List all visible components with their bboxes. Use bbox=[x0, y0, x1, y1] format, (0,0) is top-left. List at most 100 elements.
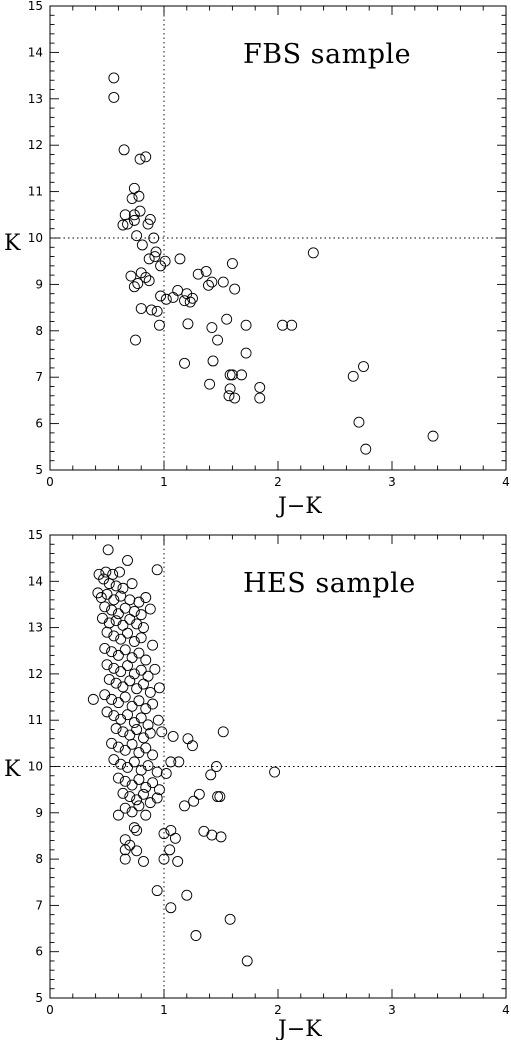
fbs-data-point bbox=[174, 253, 186, 265]
hes-data-point bbox=[106, 737, 118, 749]
hes-data-point bbox=[101, 626, 113, 638]
hes-y-tick-label: 5 bbox=[35, 991, 43, 1005]
fbs-data-point bbox=[148, 232, 160, 244]
hes-data-point bbox=[138, 732, 149, 744]
hes-data-point bbox=[112, 741, 124, 753]
hes-data-point bbox=[110, 723, 122, 734]
hes-data-point bbox=[138, 622, 149, 634]
hes-data-point bbox=[106, 646, 118, 658]
fbs-data-point bbox=[142, 218, 154, 230]
hes-data-point bbox=[99, 689, 111, 701]
hes-plot-frame bbox=[49, 534, 507, 999]
hes-data-point bbox=[133, 647, 145, 659]
fbs-data-point bbox=[153, 319, 165, 331]
fbs-data-point bbox=[204, 378, 216, 390]
hes-data-point bbox=[144, 686, 156, 698]
fbs-x-axis-label: J−K bbox=[276, 494, 322, 519]
hes-data-point bbox=[131, 845, 143, 857]
hes-data-point bbox=[140, 781, 152, 793]
hes-x-tick-label: 3 bbox=[388, 1003, 396, 1017]
fbs-data-point bbox=[203, 279, 214, 291]
fbs-y-tick-label: 5 bbox=[35, 463, 43, 477]
hes-data-point bbox=[160, 767, 172, 779]
hes-data-point bbox=[156, 726, 168, 738]
hes-data-point bbox=[198, 825, 210, 837]
hes-data-point bbox=[135, 664, 147, 676]
hes-data-point bbox=[151, 766, 163, 778]
hes-data-point bbox=[158, 828, 170, 840]
fbs-data-point bbox=[212, 334, 224, 346]
hes-data-point bbox=[131, 618, 143, 630]
hes-data-point bbox=[133, 596, 145, 608]
hes-data-point bbox=[131, 794, 143, 806]
fbs-data-point bbox=[128, 214, 140, 226]
hes-data-point bbox=[193, 788, 205, 800]
fbs-data-point bbox=[126, 193, 138, 205]
fbs-data-point bbox=[133, 190, 145, 202]
fbs-data-point bbox=[347, 370, 359, 382]
fbs-data-point bbox=[254, 392, 266, 404]
hes-data-point bbox=[101, 659, 113, 671]
hes-y-tick-label: 12 bbox=[28, 667, 43, 681]
hes-data-point bbox=[138, 788, 149, 800]
hes-data-point bbox=[165, 902, 177, 914]
fbs-data-point bbox=[155, 260, 167, 272]
hes-data-point bbox=[106, 693, 118, 705]
hes-data-point bbox=[138, 855, 149, 867]
hes-data-point bbox=[151, 564, 163, 576]
hes-data-point bbox=[144, 797, 156, 809]
hes-data-point bbox=[224, 913, 236, 925]
fbs-data-point bbox=[206, 276, 218, 288]
hes-data-point bbox=[96, 612, 108, 624]
hes-x-tick-label: 1 bbox=[160, 1003, 168, 1017]
hes-data-point bbox=[138, 678, 149, 690]
fbs-plot-frame bbox=[49, 5, 507, 471]
hes-data-point bbox=[112, 649, 124, 661]
hes-data-point bbox=[151, 792, 163, 804]
fbs-data-point bbox=[140, 271, 152, 283]
fbs-y-tick-label: 11 bbox=[28, 185, 43, 199]
hes-data-point bbox=[122, 627, 133, 639]
hes-data-point bbox=[167, 730, 179, 742]
hes-data-point bbox=[122, 709, 133, 721]
hes-data-point bbox=[140, 742, 152, 754]
hes-data-point bbox=[108, 630, 120, 642]
fbs-data-point bbox=[117, 219, 129, 231]
hes-data-point bbox=[131, 724, 143, 735]
hes-data-point bbox=[149, 663, 161, 675]
fbs-data-point bbox=[150, 246, 162, 258]
fbs-data-point bbox=[223, 390, 235, 402]
hes-data-point bbox=[103, 617, 115, 629]
fbs-data-point bbox=[226, 369, 238, 381]
hes-data-point bbox=[107, 568, 119, 580]
hes-data-point bbox=[142, 719, 154, 731]
fbs-data-point bbox=[200, 265, 212, 277]
hes-data-point bbox=[135, 609, 147, 621]
hes-data-point bbox=[124, 675, 136, 687]
hes-data-point bbox=[117, 787, 129, 799]
hes-y-tick-label: 8 bbox=[35, 852, 43, 866]
hes-data-point bbox=[115, 666, 127, 678]
hes-data-point bbox=[147, 698, 159, 710]
fbs-data-point bbox=[136, 239, 148, 251]
fbs-data-point bbox=[119, 209, 131, 221]
hes-data-point bbox=[124, 613, 136, 625]
fbs-data-point bbox=[128, 281, 140, 293]
fbs-y-tick-label: 10 bbox=[28, 231, 43, 245]
hes-data-point bbox=[140, 654, 152, 666]
fbs-data-point bbox=[132, 278, 144, 289]
hes-data-point bbox=[144, 603, 156, 615]
fbs-data-point bbox=[184, 296, 196, 308]
hes-data-point bbox=[182, 733, 194, 745]
hes-data-point bbox=[126, 700, 138, 712]
hes-data-point bbox=[187, 740, 198, 752]
fbs-data-point bbox=[146, 304, 157, 316]
hes-data-point bbox=[142, 760, 154, 772]
hes-data-point bbox=[133, 774, 145, 785]
fbs-data-point bbox=[135, 303, 147, 314]
hes-data-point bbox=[133, 800, 145, 812]
hes-data-point bbox=[122, 660, 133, 672]
hes-y-tick-label: 7 bbox=[35, 898, 43, 912]
hes-y-tick-label: 13 bbox=[28, 621, 43, 635]
